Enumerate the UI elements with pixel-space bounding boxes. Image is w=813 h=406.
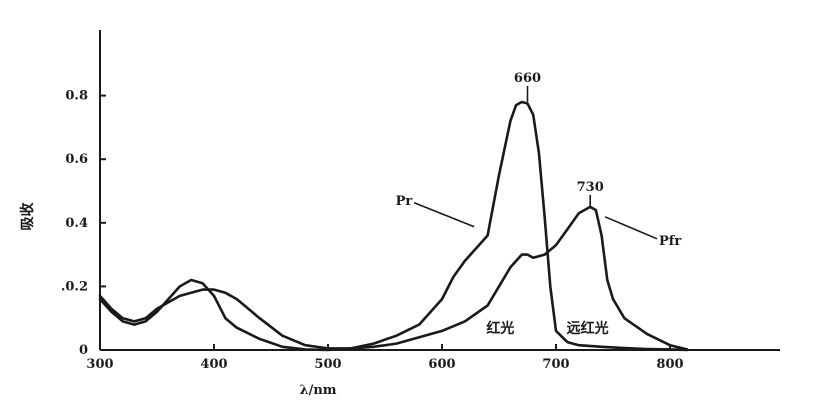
x-tick-label: 600: [428, 357, 455, 372]
x-tick-label: 700: [542, 357, 569, 372]
x-tick-label: 800: [656, 357, 683, 372]
x-tick-label: 400: [200, 357, 227, 372]
x-tick-label: 500: [314, 357, 341, 372]
series-group: [98, 100, 689, 352]
series-line-pr: [98, 100, 689, 352]
far-red-light-label: 远红光: [567, 320, 609, 337]
y-tick-label: 0: [79, 343, 88, 358]
y-tick-group: 0 .0.2 0.4 0.6 0.8: [61, 89, 106, 358]
peak-660-label: 660: [514, 71, 541, 86]
peak-730-label: 730: [577, 180, 604, 195]
series-label-pr: Pr: [396, 194, 413, 209]
x-tick-label: 300: [86, 357, 113, 372]
y-tick-label: 0.6: [65, 152, 88, 167]
annotation-group: 660 730 Pr Pfr 红光 远红光: [396, 71, 682, 337]
x-tick-group: 300 400 500 600 700 800: [86, 344, 684, 372]
red-light-label: 红光: [486, 320, 514, 337]
x-axis-label: λ/nm: [299, 383, 336, 398]
series-label-pfr: Pfr: [659, 234, 681, 249]
y-tick-label: 0.8: [65, 89, 88, 104]
y-tick-label: .0.2: [61, 279, 88, 294]
y-axis-label: 吸收: [19, 201, 36, 230]
pfr-leader: [604, 216, 658, 240]
series-line-pfr: [98, 205, 689, 351]
pr-leader: [413, 202, 475, 228]
y-tick-label: 0.4: [65, 216, 88, 231]
